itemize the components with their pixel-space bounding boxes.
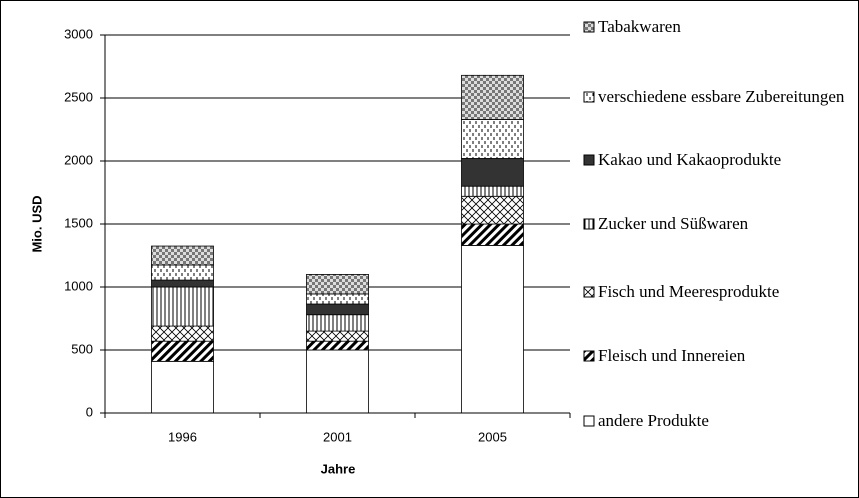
bar-segment [461, 119, 524, 159]
bar-segment [306, 330, 369, 342]
legend-label: verschiedene essbare Zubereitungen [598, 87, 845, 106]
x-tick-label: 1996 [168, 429, 197, 444]
y-tick-label: 2000 [64, 152, 93, 167]
legend-swatch [583, 91, 595, 103]
x-tick-label: 2005 [478, 429, 507, 444]
bar-segment [306, 349, 369, 414]
legend-label: Tabakwaren [598, 17, 681, 36]
y-tick-label: 0 [86, 404, 93, 419]
bar-segment [461, 223, 524, 246]
legend-label: Zucker und Süßwaren [598, 214, 749, 233]
legend-swatch [583, 286, 595, 298]
legend-label: Kakao und Kakaoprodukte [598, 150, 782, 169]
x-tick-label: 2001 [323, 429, 352, 444]
bar-segment [461, 185, 524, 197]
y-tick-label: 2500 [64, 89, 93, 104]
bar-segment [151, 360, 214, 414]
bar-segment [306, 293, 369, 305]
legend-swatch [583, 350, 595, 362]
bar-segment [306, 303, 369, 316]
y-tick-label: 1500 [64, 215, 93, 230]
bar-segment [461, 245, 524, 414]
bar-segment [151, 286, 214, 327]
legend-swatch [583, 415, 595, 427]
bar-segment [151, 245, 214, 266]
bar-segment [461, 195, 524, 225]
y-tick-label: 3000 [64, 26, 93, 41]
y-axis-label: Mio. USD [29, 195, 44, 252]
x-axis-label: Jahre [321, 461, 356, 476]
bar-segment [306, 340, 369, 351]
y-tick-label: 1000 [64, 278, 93, 293]
y-tick-label: 500 [71, 341, 93, 356]
legend-swatch [583, 218, 595, 230]
bar-segment [151, 325, 214, 342]
legend-label: Fleisch und Innereien [598, 346, 746, 365]
bar-segment [461, 74, 524, 120]
bar-segment [151, 279, 214, 288]
legend-label: Fisch und Meeresprodukte [598, 282, 780, 301]
bar-segment [306, 314, 369, 332]
legend-swatch [583, 154, 595, 166]
bar-segment [151, 340, 214, 362]
bar-segment [151, 264, 214, 281]
bar-segment [461, 158, 524, 187]
legend-label: andere Produkte [598, 411, 709, 430]
legend-swatch [583, 21, 595, 33]
bar-segment [306, 273, 369, 295]
